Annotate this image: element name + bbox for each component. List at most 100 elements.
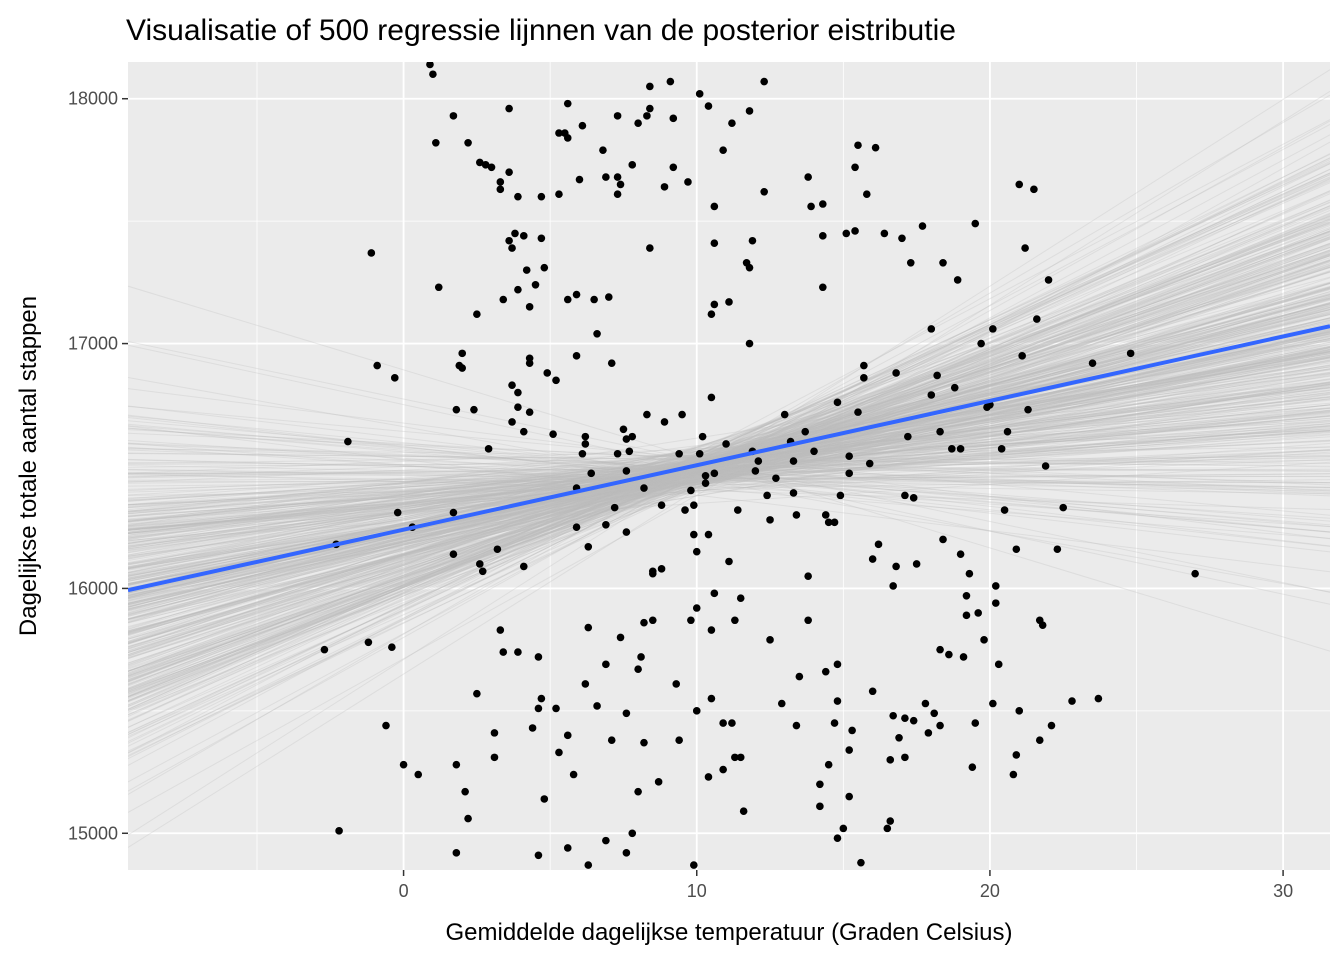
posterior-line (128, 253, 1330, 657)
data-point (989, 325, 997, 333)
data-point (593, 702, 601, 710)
posterior-line (128, 396, 1330, 527)
data-point (731, 616, 739, 625)
posterior-line (128, 253, 1330, 685)
posterior-line (128, 294, 1330, 606)
posterior-line (128, 410, 1330, 531)
data-point (399, 760, 408, 769)
posterior-line (128, 298, 1330, 601)
posterior-line (128, 436, 1330, 516)
data-point (493, 545, 502, 554)
y-axis: 15000 16000 17000 18000 (68, 89, 128, 843)
posterior-line (128, 305, 1330, 620)
posterior-line (128, 405, 1330, 547)
posterior-line (128, 297, 1330, 608)
data-point (648, 616, 657, 625)
posterior-line (128, 383, 1330, 557)
data-point (646, 244, 654, 252)
posterior-line (128, 462, 1330, 472)
posterior-line (128, 425, 1330, 522)
data-point (901, 753, 909, 762)
data-point (575, 175, 584, 184)
data-point (616, 180, 625, 189)
posterior-line (128, 266, 1330, 660)
posterior-line (128, 207, 1330, 698)
posterior-line (128, 359, 1330, 579)
posterior-line (128, 391, 1330, 534)
data-point (690, 861, 698, 869)
posterior-line (128, 446, 1330, 464)
posterior-line (128, 220, 1330, 682)
posterior-line (128, 303, 1330, 632)
posterior-line (128, 451, 1330, 530)
data-point (414, 770, 423, 779)
posterior-line (128, 178, 1330, 733)
posterior-line (128, 427, 1330, 533)
data-point (563, 99, 572, 108)
data-point (1012, 751, 1021, 759)
data-point (613, 173, 622, 181)
data-point (1053, 545, 1062, 554)
data-point (643, 112, 651, 120)
posterior-line (128, 218, 1330, 656)
posterior-line (128, 368, 1330, 554)
posterior-line (128, 288, 1330, 635)
data-point (766, 516, 774, 524)
data-point (692, 707, 701, 715)
posterior-line (128, 417, 1330, 515)
data-point (851, 227, 859, 235)
data-point (704, 102, 713, 110)
posterior-line (128, 407, 1330, 500)
posterior-line (128, 250, 1330, 623)
data-point (854, 141, 862, 150)
posterior-line (128, 297, 1330, 605)
data-point (710, 202, 719, 211)
data-point (672, 680, 681, 688)
posterior-line (128, 317, 1330, 606)
posterior-line (128, 333, 1330, 611)
data-point (830, 719, 839, 727)
data-point (1033, 315, 1041, 323)
posterior-line (128, 270, 1330, 659)
posterior-line (128, 381, 1330, 576)
data-point (519, 232, 528, 240)
data-point (725, 298, 733, 306)
data-point (692, 604, 701, 612)
posterior-line (128, 344, 1330, 594)
data-point (496, 185, 505, 194)
posterior-line (128, 309, 1330, 603)
posterior-line (128, 348, 1330, 582)
data-point (936, 645, 944, 654)
posterior-line (128, 255, 1330, 652)
data-point (874, 540, 883, 549)
posterior-line (128, 425, 1330, 573)
posterior-line (128, 231, 1330, 690)
data-point (537, 694, 546, 703)
posterior-line (128, 218, 1330, 682)
posterior-line (128, 337, 1330, 573)
posterior-line (128, 402, 1330, 506)
posterior-line (128, 472, 1330, 484)
posterior-line (128, 331, 1330, 595)
posterior-line (128, 215, 1330, 716)
posterior-line (128, 430, 1330, 501)
data-point (628, 829, 637, 838)
posterior-line (128, 310, 1330, 632)
data-point (912, 560, 921, 568)
data-points (320, 62, 1199, 869)
posterior-line (128, 412, 1330, 531)
posterior-line (128, 329, 1330, 617)
posterior-line (128, 337, 1330, 607)
data-point (997, 445, 1006, 453)
x-tick-label: 0 (399, 881, 409, 901)
data-point (622, 435, 631, 443)
data-point (968, 763, 977, 771)
data-point (962, 611, 971, 620)
posterior-line (128, 428, 1330, 512)
data-point (499, 295, 508, 304)
data-point (584, 861, 593, 869)
data-point (819, 232, 827, 240)
data-point (948, 445, 956, 453)
data-point (525, 359, 534, 367)
posterior-line (128, 342, 1330, 583)
